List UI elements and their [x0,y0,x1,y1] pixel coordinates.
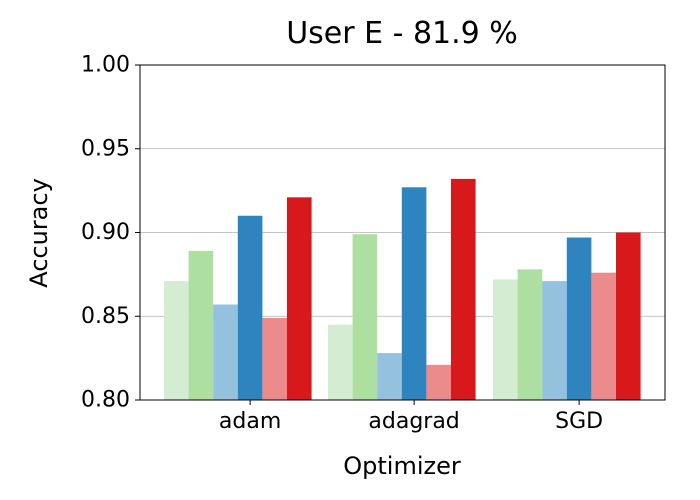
y-axis-label: Accuracy [25,178,53,288]
bar-adagrad-5 [426,364,451,400]
x-tick-label: adagrad [368,409,459,434]
x-tick-label: adam [219,409,281,434]
bar-adam-1 [164,281,189,400]
y-tick-label: 0.90 [81,220,130,245]
y-tick-label: 0.85 [81,304,130,329]
bar-adam-3 [213,304,238,400]
bar-adam-2 [188,250,214,400]
bar-adagrad-6 [451,178,476,400]
chart-title: User E - 81.9 % [286,16,518,51]
bar-adagrad-3 [377,353,402,400]
y-tick-label: 0.95 [81,136,130,161]
y-tick-label: 1.00 [81,53,130,78]
bar-SGD-5 [591,272,616,400]
bar-adagrad-2 [352,234,378,400]
bar-SGD-1 [493,279,518,400]
bar-SGD-4 [566,237,592,400]
bar-adam-6 [287,197,312,400]
x-axis-ticks: adam adagrad SGD [219,400,603,434]
bars [164,178,641,400]
x-tick-label: SGD [555,409,603,434]
bar-SGD-3 [542,281,567,400]
bar-adagrad-4 [401,187,427,400]
bar-SGD-6 [616,232,641,400]
bar-adagrad-1 [328,324,353,400]
bar-adam-5 [262,317,287,400]
y-axis-ticks: 0.80 0.85 0.90 0.95 1.00 [81,53,140,413]
bar-SGD-2 [517,269,543,400]
y-tick-label: 0.80 [81,388,130,413]
x-axis-label: Optimizer [343,452,461,480]
bar-adam-4 [237,215,263,400]
